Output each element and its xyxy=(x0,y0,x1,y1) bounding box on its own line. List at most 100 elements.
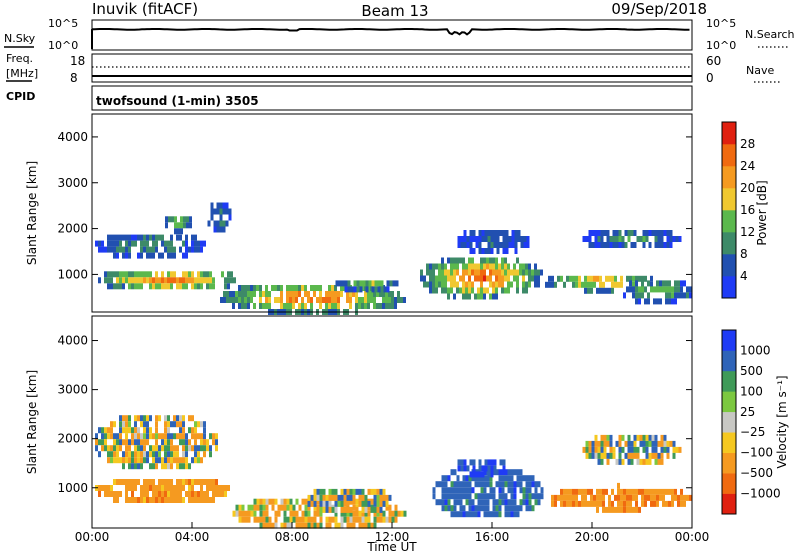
velocity-cell xyxy=(104,427,107,434)
velocity-cell xyxy=(200,479,203,485)
velocity-cell xyxy=(590,494,593,501)
velocity-cell xyxy=(498,475,502,482)
velocity-cell xyxy=(161,485,164,491)
velocity-cell xyxy=(654,458,658,465)
velocity-cell xyxy=(334,500,338,507)
velocity-cell xyxy=(173,415,176,422)
power-cell xyxy=(268,303,271,309)
velocity-cell xyxy=(137,497,140,503)
power-cell xyxy=(168,216,171,223)
power-cell xyxy=(155,240,158,247)
power-cell xyxy=(104,277,107,284)
power-cell xyxy=(274,297,277,303)
velocity-cell xyxy=(388,504,392,511)
velocity-cell xyxy=(627,446,631,453)
velocity-cell xyxy=(137,427,140,434)
power-cell xyxy=(247,291,250,297)
power-cell xyxy=(280,291,283,297)
velocity-cell xyxy=(313,488,317,495)
velocity-cell xyxy=(456,475,460,482)
power-cell xyxy=(483,263,486,270)
power-cell xyxy=(140,234,143,241)
colorbar-swatch xyxy=(722,188,736,211)
power-cell xyxy=(225,208,229,215)
velocity-cell xyxy=(304,498,308,505)
power-cell xyxy=(119,271,122,278)
velocity-cell xyxy=(346,488,350,495)
power-cell xyxy=(319,303,322,309)
power-cell xyxy=(197,271,200,278)
velocity-cell xyxy=(238,510,242,517)
power-cell xyxy=(668,298,671,305)
power-cell xyxy=(474,275,477,282)
velocity-cell xyxy=(578,500,581,507)
power-cell xyxy=(447,293,450,300)
power-cell xyxy=(460,242,464,248)
power-cell xyxy=(630,242,634,248)
power-cell xyxy=(648,230,652,236)
colorbar-swatch xyxy=(722,276,736,299)
power-cell xyxy=(180,228,183,235)
velocity-cell xyxy=(355,506,359,513)
power-cell xyxy=(483,275,486,282)
power-cell xyxy=(648,242,652,248)
velocity-cell xyxy=(185,451,188,458)
velocity-cell xyxy=(340,500,344,507)
velocity-cell xyxy=(635,500,638,507)
power-cell xyxy=(489,257,492,264)
velocity-cell xyxy=(537,499,541,506)
velocity-cell xyxy=(593,494,596,501)
power-cell xyxy=(456,281,459,288)
power-cell xyxy=(210,214,214,221)
velocity-cell xyxy=(575,488,578,495)
velocity-cell xyxy=(450,493,454,500)
velocity-colorbar-tick: −1000 xyxy=(740,487,781,501)
power-cell xyxy=(107,277,110,284)
velocity-cell xyxy=(528,505,532,512)
velocity-cell xyxy=(498,505,502,512)
power-panel-frame xyxy=(91,113,693,313)
power-cell xyxy=(551,275,554,282)
velocity-cell xyxy=(167,479,170,485)
power-cell xyxy=(119,283,122,290)
velocity-cell xyxy=(480,505,484,512)
velocity-cell xyxy=(504,481,508,488)
velocity-colorbar-tick: −500 xyxy=(740,466,773,480)
velocity-cell xyxy=(164,421,167,428)
velocity-cell xyxy=(110,491,113,497)
power-cell xyxy=(128,246,131,253)
power-cell xyxy=(206,283,209,290)
velocity-cell xyxy=(447,499,451,506)
velocity-cell xyxy=(474,505,478,512)
power-cell xyxy=(468,269,471,276)
power-cell xyxy=(591,230,595,236)
velocity-cell xyxy=(590,500,593,507)
power-cell xyxy=(188,271,191,278)
velocity-cell xyxy=(119,457,122,464)
velocity-cell xyxy=(358,488,362,495)
power-cell xyxy=(191,271,194,278)
power-cell xyxy=(511,236,515,242)
freq-label-line1: Freq. xyxy=(6,52,33,65)
velocity-cell xyxy=(137,479,140,485)
velocity-cell xyxy=(331,494,335,501)
velocity-cell xyxy=(125,433,128,440)
velocity-cell xyxy=(143,479,146,485)
velocity-cell xyxy=(638,506,641,513)
power-cell xyxy=(432,275,435,282)
power-cell xyxy=(632,292,635,299)
velocity-cell xyxy=(158,451,161,458)
velocity-cell xyxy=(98,427,101,434)
power-cell xyxy=(635,298,638,305)
velocity-cell xyxy=(116,439,119,446)
power-cell xyxy=(490,230,494,236)
velocity-cell xyxy=(609,440,613,447)
power-cell xyxy=(594,236,598,242)
power-cell xyxy=(176,283,179,290)
velocity-cell xyxy=(457,465,461,472)
power-cell xyxy=(441,257,444,264)
velocity-cell xyxy=(648,458,652,465)
velocity-cell xyxy=(569,500,572,507)
power-cell xyxy=(584,287,587,294)
velocity-cell xyxy=(560,500,563,507)
